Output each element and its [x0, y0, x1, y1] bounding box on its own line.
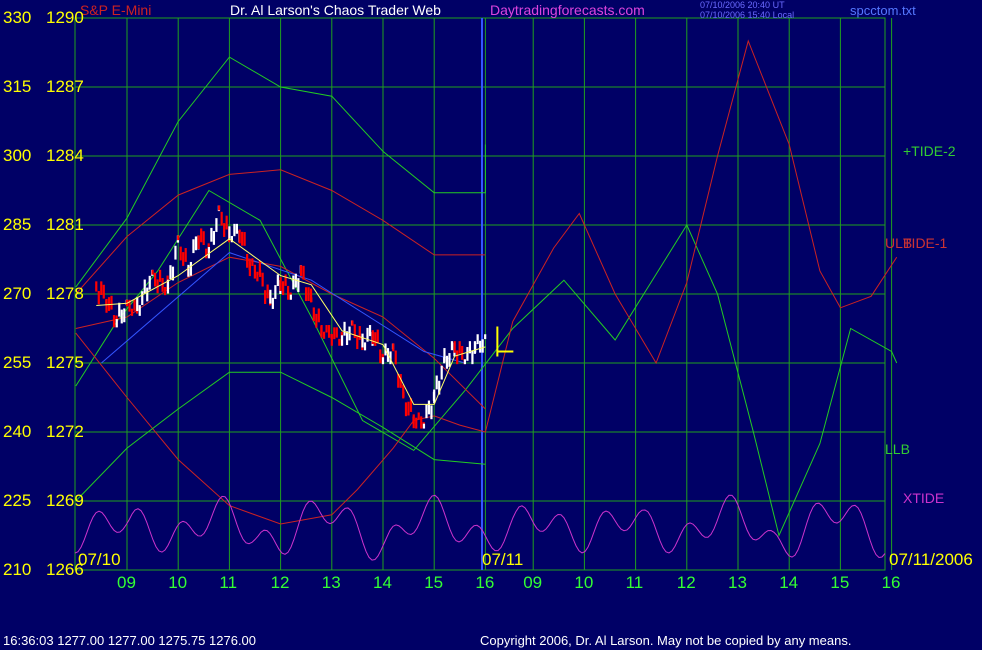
y-axis-label: 225	[3, 491, 32, 510]
x-hour-label: 13	[728, 573, 747, 592]
x-hour-label: 11	[219, 573, 238, 592]
y-axis-label: 330	[3, 8, 32, 27]
xtide-line	[74, 494, 886, 561]
x-hour-label: 10	[574, 573, 594, 592]
x-hour-label: 14	[779, 573, 799, 592]
price-axis-label: 1281	[46, 215, 84, 234]
price-axis-label: 1287	[46, 77, 84, 96]
x-hour-label: 15	[830, 573, 850, 592]
x-hour-label: 13	[321, 573, 341, 592]
date-label: 07/11/2006	[889, 550, 973, 569]
x-hour-label: 09	[117, 573, 136, 592]
x-hour-label: 12	[676, 573, 696, 592]
y-axis-label: 300	[3, 146, 32, 165]
channel-line	[75, 56, 486, 288]
file-label: spcctom.txt	[850, 3, 916, 18]
timestamp-local: 07/10/2006 15:40 Local	[700, 10, 795, 20]
forecast-line-tide-1	[75, 39, 898, 525]
x-hour-label: 10	[168, 573, 188, 592]
date-label: 07/10	[78, 550, 121, 569]
price-axis-label: 1272	[46, 422, 84, 441]
x-hour-label: 09	[523, 573, 543, 592]
y-axis-label: 255	[3, 353, 32, 372]
x-hour-label: 11	[625, 573, 644, 592]
right-label-tide-1: TIDE-1	[903, 235, 948, 251]
average-line	[96, 238, 486, 405]
symbol-label: S&P E-Mini	[80, 2, 152, 18]
date-label: 07/11	[482, 550, 524, 569]
channel-line	[75, 256, 486, 410]
right-label-xtide: XTIDE	[903, 490, 945, 506]
y-axis-label: 210	[3, 560, 32, 579]
copyright: Copyright 2006, Dr. Al Larson. May not b…	[480, 633, 852, 648]
price-axis-label: 1266	[46, 560, 84, 579]
right-label-llb: LLB	[885, 441, 910, 457]
site-label: Daytradingforecasts.com	[490, 2, 645, 18]
y-axis-label: 240	[3, 422, 32, 441]
price-axis-label: 1284	[46, 146, 84, 165]
channel-line	[75, 169, 486, 295]
x-hour-label: 15	[424, 573, 444, 592]
y-axis-label: 270	[3, 284, 32, 303]
trend-line	[101, 252, 466, 364]
chart-title: Dr. Al Larson's Chaos Trader Web	[230, 2, 441, 18]
channel-line	[75, 371, 486, 502]
x-hour-label: 12	[270, 573, 290, 592]
price-axis-label: 1275	[46, 353, 84, 372]
x-hour-label: 16	[881, 573, 901, 592]
timestamp-ut: 07/10/2006 20:40 UT	[700, 0, 785, 10]
price-axis-label: 1290	[46, 8, 84, 27]
price-axis-label: 1278	[46, 284, 84, 303]
y-axis-label: 285	[3, 215, 32, 234]
x-hour-label: 14	[373, 573, 392, 592]
forecast-line--tide-2	[75, 189, 898, 538]
price-axis-label: 1269	[46, 491, 84, 510]
y-axis-label: 315	[3, 77, 32, 96]
right-label-ulb: ULB	[885, 235, 913, 251]
right-label--tide-2: +TIDE-2	[903, 143, 956, 159]
x-hour-label: 16	[475, 573, 495, 592]
quote-readout: 16:36:03 1277.00 1277.00 1275.75 1276.00	[3, 633, 257, 648]
